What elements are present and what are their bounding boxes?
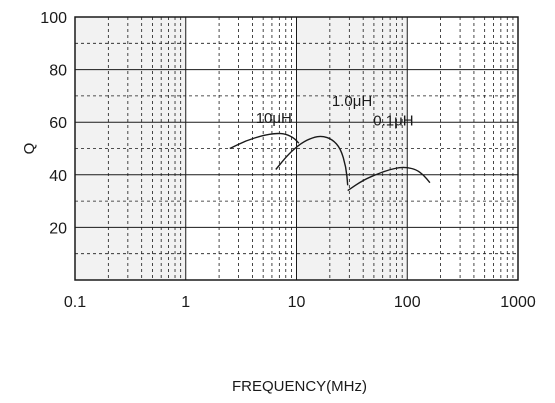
grid-lines <box>75 17 518 280</box>
y-tick-labels: 20 40 60 80 100 <box>40 10 67 237</box>
series-label: 1.0μH <box>332 93 372 110</box>
y-tick-label: 60 <box>49 115 67 132</box>
y-tick-label: 100 <box>40 10 67 27</box>
x-tick-label: 10 <box>288 294 306 311</box>
series-curve <box>275 135 349 186</box>
plot-frame <box>74 16 519 281</box>
series-curve <box>229 132 300 150</box>
y-tick-label: 40 <box>49 168 67 185</box>
series-label: 0.1μH <box>373 112 413 129</box>
x-tick-label: 1 <box>181 294 190 311</box>
y-axis-label: Q <box>21 143 38 155</box>
series-curve <box>347 166 431 192</box>
series-curves <box>229 132 431 192</box>
x-tick-label: 0.1 <box>64 294 86 311</box>
y-tick-label: 80 <box>49 63 67 80</box>
x-tick-labels: 0.1 1 10 100 1000 <box>64 294 536 311</box>
y-tick-label: 20 <box>49 220 67 237</box>
x-tick-label: 1000 <box>500 294 536 311</box>
series-label: 10μH <box>256 110 292 127</box>
x-axis-label: FREQUENCY(MHz) <box>232 378 367 395</box>
x-tick-label: 100 <box>394 294 421 311</box>
